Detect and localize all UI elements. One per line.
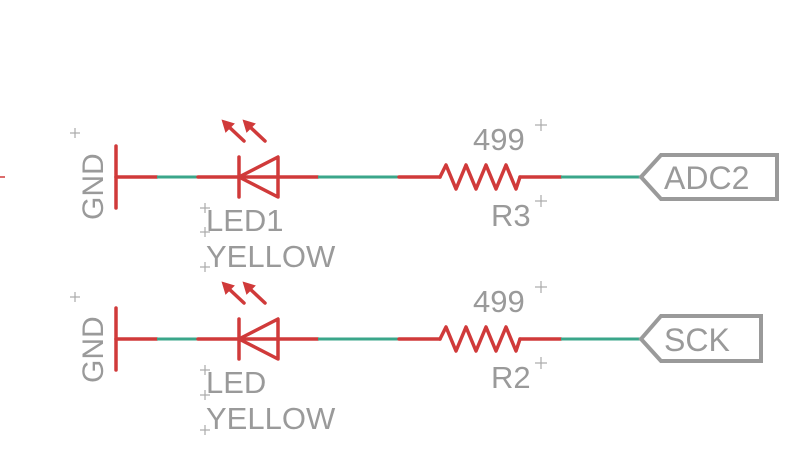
net-label: ADC2 xyxy=(664,160,749,196)
resistor-value: 499 xyxy=(473,122,525,157)
led-value: YELLOW xyxy=(206,239,336,274)
led-name: LED1 xyxy=(206,203,284,238)
resistor-name: R3 xyxy=(491,198,531,233)
gnd-label: GND xyxy=(77,316,110,383)
led-symbol[interactable]: LED YELLOW xyxy=(196,281,336,436)
resistor-name: R2 xyxy=(491,360,531,395)
led-symbol[interactable]: LED1 YELLOW xyxy=(196,119,336,274)
net-label-port[interactable]: ADC2 xyxy=(638,153,779,201)
resistor-symbol[interactable]: 499 R3 xyxy=(397,119,563,233)
gnd-label: GND xyxy=(77,153,110,220)
led-name: LED xyxy=(206,365,266,400)
net-label: SCK xyxy=(664,322,730,358)
circuit-row-2: GND LED YELLOW xyxy=(70,281,763,436)
led-value: YELLOW xyxy=(206,401,336,436)
gnd-symbol[interactable]: GND xyxy=(70,292,159,383)
circuit-row-1: GND LED1 YELLOW xyxy=(70,119,779,274)
net-label-port[interactable]: SCK xyxy=(638,314,763,363)
resistor-symbol[interactable]: 499 R2 xyxy=(397,281,563,395)
gnd-symbol[interactable]: GND xyxy=(70,128,159,220)
resistor-value: 499 xyxy=(473,284,525,319)
